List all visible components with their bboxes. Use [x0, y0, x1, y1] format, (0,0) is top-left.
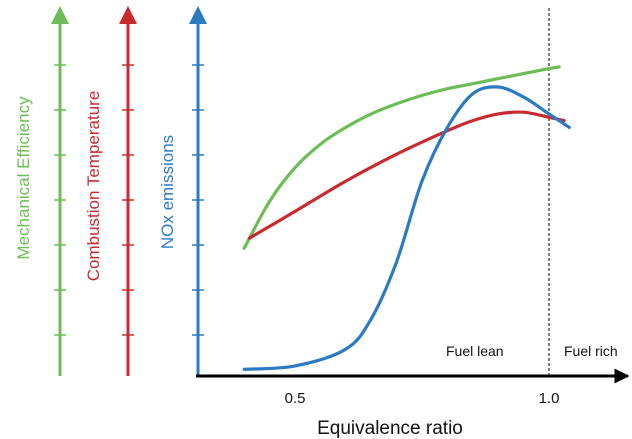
x-tick-label: 1.0 [539, 390, 560, 407]
fuel-lean-annotation: Fuel lean [446, 343, 504, 359]
red-axis-label: Combustion Temperature [84, 91, 103, 282]
x-tick-label: 0.5 [285, 390, 306, 407]
blue-axis: NOx emissions [158, 6, 207, 376]
green-axis-arrow-head [51, 6, 69, 24]
x-axis: 0.5 1.0 Equivalence ratio [196, 368, 630, 439]
mechanical-efficiency-line [242, 65, 561, 250]
series-lines [242, 65, 571, 371]
green-axis-ticks [54, 64, 66, 336]
blue-axis-arrow-head [189, 6, 207, 24]
red-axis-ticks [122, 64, 134, 336]
x-axis-tick-labels: 0.5 1.0 [285, 390, 560, 407]
red-axis-arrow-head [119, 6, 137, 24]
x-axis-label: Equivalence ratio [317, 418, 463, 439]
green-axis-label: Mechanical Efficiency [14, 96, 33, 260]
combustion-temperature-line [247, 110, 566, 240]
blue-axis-ticks [192, 64, 204, 336]
fuel-rich-annotation: Fuel rich [564, 343, 618, 359]
green-axis: Mechanical Efficiency [14, 6, 69, 376]
nox-emissions-line [242, 85, 571, 371]
blue-axis-label: NOx emissions [158, 135, 177, 249]
red-axis: Combustion Temperature [84, 6, 137, 376]
